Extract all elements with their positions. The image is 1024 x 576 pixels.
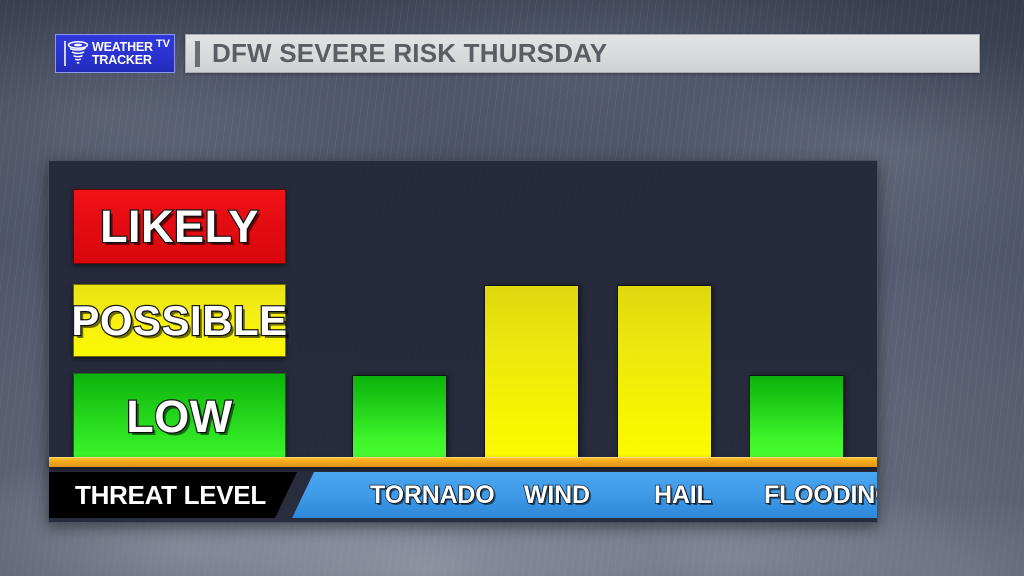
legend-label-possible: POSSIBLE (70, 296, 288, 344)
logo-line-1: WEATHER (92, 39, 153, 54)
header: WEATHER TV TRACKER DFW SEVERE RISK THURS… (55, 34, 980, 74)
legend-item-possible: POSSIBLE (70, 284, 288, 357)
category-label-wind: WIND (523, 480, 591, 510)
bar-flooding (749, 375, 844, 459)
category-label-flooding: FLOODING (763, 480, 895, 510)
chart-panel: LIKELY POSSIBLE LOW THREAT LEVEL TORNADO… (48, 160, 878, 523)
threat-level-tab: THREAT LEVEL (49, 472, 297, 518)
category-label-tornado: TORNADO (369, 480, 495, 510)
logo-line-2: TRACKER (92, 53, 152, 67)
logo-tv-superscript: TV (155, 37, 170, 50)
legend-label-low: LOW (125, 390, 233, 442)
tornado-icon (67, 41, 89, 64)
category-label-hail: HAIL (653, 480, 712, 510)
category-axis: THREAT LEVEL TORNADO WIND HAIL FLOODING (49, 472, 877, 518)
legend-item-low: LOW (73, 373, 286, 459)
legend-label-likely: LIKELY (99, 201, 260, 252)
title-banner: DFW SEVERE RISK THURSDAY (185, 34, 980, 73)
category-label-strip: TORNADO WIND HAIL FLOODING (292, 472, 877, 518)
chart-baseline (49, 457, 877, 467)
weather-tracker-logo: WEATHER TV TRACKER (55, 34, 175, 73)
bar-wind (484, 285, 579, 459)
bar-hail (617, 285, 712, 459)
bar-tornado (352, 375, 447, 459)
threat-level-label: THREAT LEVEL (75, 479, 266, 510)
logo-wordmark: WEATHER TV TRACKER (92, 37, 170, 67)
title-divider (195, 40, 200, 67)
page-title: DFW SEVERE RISK THURSDAY (212, 38, 608, 68)
legend-item-likely: LIKELY (73, 189, 286, 264)
